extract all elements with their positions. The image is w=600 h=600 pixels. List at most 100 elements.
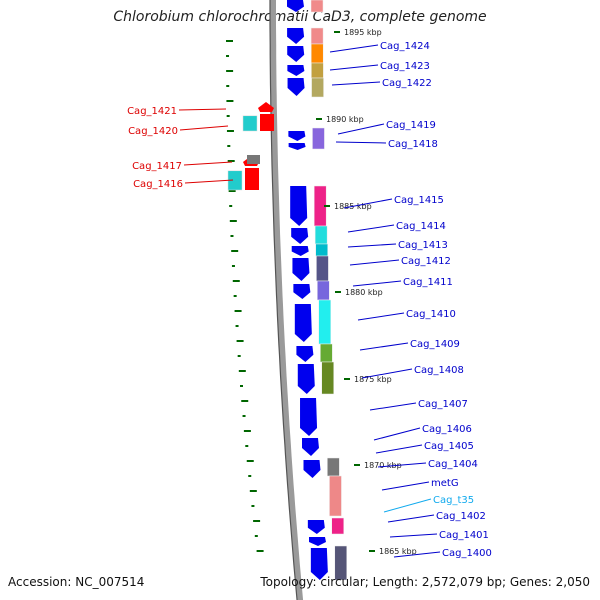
gene-arrow-forward [303,460,321,478]
gc-dot [233,295,237,297]
label-leader-line [375,444,423,454]
label-leader-line [361,368,413,379]
gene-arrow-forward [300,398,318,436]
gene-label: Cag_1404 [428,459,478,470]
gene-label: Cag_1405 [424,441,474,452]
gene-label: Cag_1415 [394,195,444,206]
gene-feature-strip [320,343,333,363]
tick-mark [354,464,360,466]
gene-arrow-forward [296,346,314,362]
gene-feature-strip [242,115,258,132]
gene-arrow-forward [308,537,326,546]
gene-arrow-forward [287,65,305,76]
gc-dot [251,505,255,507]
gc-dot [231,250,239,252]
gc-dot [256,550,264,552]
gene-label: Cag_1422 [382,78,432,89]
gc-dot [228,190,236,192]
gc-dot [226,115,230,117]
label-leader-line [349,259,400,266]
gc-dot [226,40,233,42]
gene-arrow-forward [293,284,311,299]
gc-dot [226,100,234,102]
gene-feature-strip [310,43,324,64]
gene-label: Cag_1412 [401,256,451,267]
gene-label: Cag_t35 [433,495,474,506]
label-leader-line [343,198,393,209]
gene-feature-strip [316,255,329,282]
map-title: Chlorobium chlorochromatii CaD3, complet… [113,9,487,25]
gc-dot [229,220,237,222]
gene-arrow-forward [287,0,305,12]
gc-dot [231,265,235,267]
backbone-edge [269,0,298,600]
tick-mark [369,550,375,552]
label-leader-line [347,243,397,248]
gc-dot [227,145,231,147]
label-leader-line [329,44,379,53]
tick-mark [316,118,322,120]
gene-label: metG [431,478,459,489]
gc-dot [227,160,235,162]
tick-label: 1880 kbp [345,288,383,297]
tick-label: 1890 kbp [326,115,364,124]
gene-arrow-forward [287,28,305,44]
label-leader-line [337,123,385,135]
gene-arrow-forward [291,228,309,244]
gc-dot [226,55,230,57]
gc-dot [241,400,249,402]
genome-summary-text: Topology: circular; Length: 2,572,079 bp… [260,575,590,589]
gc-dot [245,445,249,447]
label-leader-line [381,481,430,491]
gene-label: Cag_1402 [436,511,486,522]
gene-label: Cag_1411 [403,277,453,288]
gene-label: Cag_1408 [414,365,464,376]
label-leader-line [373,427,421,441]
label-leaders [178,44,441,558]
label-leader-line [347,224,395,233]
gene-feature-strip [331,517,345,535]
gc-dot [226,130,234,132]
label-leader-line [329,64,379,71]
label-leader-line [335,141,387,144]
tick-label: 1895 kbp [344,28,382,37]
label-leader-line [179,125,229,131]
label-leader-line [383,498,432,513]
gene-feature-strip [318,299,332,345]
tick-label: 1865 kbp [379,547,417,556]
gc-dot [239,385,243,387]
gc-dot [235,325,239,327]
gene-arrow-forward [288,131,306,141]
gene-arrow-forward [301,438,319,456]
gene-feature-strip [321,361,334,395]
gc-dot [226,70,234,72]
gc-dot [236,340,244,342]
gene-label: Cag_1419 [386,120,436,131]
gc-dot [254,535,258,537]
label-leader-line [389,533,438,538]
gene-label: Cag_1421 [127,106,177,117]
label-leader-line [393,551,441,558]
label-leader-line [357,312,405,321]
label-leader-line [359,342,409,351]
tick-label: 1875 kbp [354,375,392,384]
gene-label: Cag_1424 [380,41,430,52]
tick-mark [335,291,341,293]
gene-feature-strip [310,27,324,45]
backbone-ring [269,0,304,600]
gene-feature-strip [310,0,324,13]
gene-label: Cag_1410 [406,309,456,320]
gene-arrow-forward [291,246,309,256]
gene-feature-strip [334,545,348,581]
label-leader-line [377,462,427,468]
label-leader-line [331,81,381,86]
gc-dot [237,355,241,357]
gene-feature-strip [311,62,324,79]
tick-mark [324,205,330,207]
gene-label: Cag_1420 [128,126,178,137]
gene-features [227,0,348,581]
gene-label: Cag_1409 [410,339,460,350]
gene-feature-strip [311,77,324,98]
label-leader-line [178,108,227,111]
